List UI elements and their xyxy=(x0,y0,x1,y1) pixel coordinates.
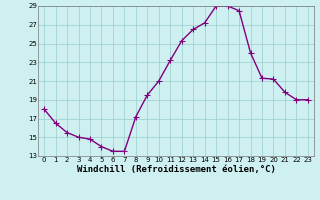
X-axis label: Windchill (Refroidissement éolien,°C): Windchill (Refroidissement éolien,°C) xyxy=(76,165,276,174)
